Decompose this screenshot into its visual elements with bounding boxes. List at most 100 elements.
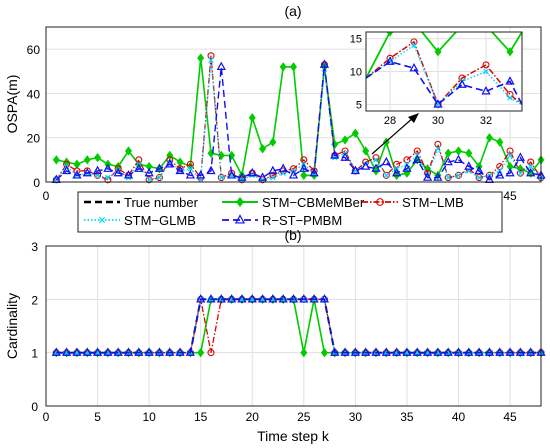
panel-b-data-point <box>165 347 175 356</box>
panel-a-data-point <box>268 165 278 175</box>
panel-b-data-point <box>515 347 525 356</box>
panel-a-series-line <box>55 60 542 182</box>
panel-a-data-point <box>247 167 257 177</box>
panel-b-data-point <box>464 347 474 356</box>
panel-b-xtick-label: 20 <box>246 410 260 424</box>
inset-data-point <box>385 56 395 65</box>
panel-b-data-point <box>227 294 237 303</box>
panel-b-data-point <box>257 294 268 303</box>
panel-a-data-point <box>527 163 534 170</box>
panel-a-data-point <box>300 170 308 181</box>
panel-b-data-point <box>453 347 464 356</box>
panel-a-data-point <box>362 146 370 156</box>
legend-box <box>77 191 503 233</box>
panel-b-xtick-label: 10 <box>142 410 156 424</box>
panel-b-data-point <box>505 347 515 356</box>
inset-series <box>366 32 522 79</box>
panel-b-series <box>51 294 546 356</box>
panel-a-data-point <box>403 156 411 164</box>
panel-a-data-point <box>72 170 82 179</box>
legend-label: STM−CBMeMBer <box>262 195 365 210</box>
panel-a-data-point <box>237 172 247 181</box>
panel-a-data-point <box>340 152 350 161</box>
panel-a-data-point <box>197 53 205 63</box>
panel-a-data-point <box>454 171 463 179</box>
panel-a-ytick-label: 0 <box>33 176 40 190</box>
panel-a-data-point <box>413 147 421 155</box>
panel-a-data-point <box>361 161 371 170</box>
panel-a-data-point <box>443 156 453 166</box>
panel-a-data-point <box>125 146 132 156</box>
inset-data-point <box>507 95 513 101</box>
panel-a-data-point <box>83 155 91 165</box>
panel-a-data-point <box>319 59 330 68</box>
panel-a-frame <box>45 26 542 183</box>
legend-marker <box>376 198 384 206</box>
inset-data-point <box>481 85 491 95</box>
legend-marker <box>234 214 246 224</box>
panel-b-data-point <box>392 347 402 356</box>
panel-a-data-point <box>279 62 287 72</box>
panel-b-data-point <box>484 347 495 356</box>
panel-b-data-point <box>62 347 72 356</box>
panel-a-data-point <box>453 154 464 164</box>
panel-a-data-point <box>465 148 473 158</box>
inset-data-point <box>409 62 419 72</box>
inset-data-point <box>411 42 417 48</box>
panel-a-data-point <box>186 160 194 168</box>
panel-a-data-point <box>515 152 525 161</box>
panel-a-data-point <box>383 172 390 179</box>
panel-b-data-point <box>526 347 536 356</box>
panel-b-xtick-label: 15 <box>194 410 208 424</box>
panel-b-title: (b) <box>284 227 301 243</box>
panel-a-data-point <box>422 172 433 181</box>
legend-entry: R−ST−PMBM <box>222 213 342 228</box>
panel-a-data-point <box>218 174 225 181</box>
panel-a-data-point <box>464 161 474 170</box>
panel-b-data-point <box>278 294 288 303</box>
panel-a-data-point <box>113 167 123 177</box>
inset-data-point <box>505 76 515 85</box>
panel-a-title: (a) <box>284 3 301 19</box>
panel-b-data-point <box>495 347 505 356</box>
panel-a-data-point <box>62 165 72 175</box>
panel-a-data-point <box>300 156 308 164</box>
panel-b-data-point <box>185 347 195 356</box>
panel-b-ylabel: Cardinality <box>4 293 20 359</box>
panel-b-data-point <box>300 347 308 358</box>
panel-a-data-point <box>393 160 401 168</box>
panel-a-data-point <box>496 162 504 171</box>
inset-series-line <box>366 44 522 106</box>
panel-a-data-point <box>206 165 216 175</box>
inset-data-point <box>386 32 394 37</box>
panel-a-data-point <box>392 167 402 177</box>
panel-b-data-point <box>330 347 340 356</box>
panel-a-data-point <box>216 61 226 71</box>
panel-a-data-point <box>341 135 349 145</box>
panel-b-data-point <box>92 347 103 356</box>
panel-a-data-point <box>103 163 113 172</box>
panel-b-data-point <box>433 347 443 356</box>
inset-ytick-label: 5 <box>356 99 362 111</box>
panel-b-xtick-label: 0 <box>43 410 50 424</box>
panel-a-data-point <box>351 128 359 138</box>
panel-b-xtick-label: 45 <box>503 410 517 424</box>
panel-b-ytick-label: 2 <box>31 293 38 307</box>
panel-a-data-point <box>485 133 493 143</box>
panel-a-ylabel: OSPA(m) <box>4 75 20 134</box>
panel-a-data-point <box>145 176 153 184</box>
legend-marker <box>98 216 106 224</box>
panel-b-frame <box>45 245 542 407</box>
inset-data-point <box>506 47 514 57</box>
panel-a-data-point <box>156 174 163 181</box>
panel-b-data-point <box>247 294 257 303</box>
panel-a-data-point <box>516 169 524 177</box>
panel-b-data-point <box>340 347 350 356</box>
panel-b-data-point <box>412 347 422 356</box>
panel-b-data-point <box>288 294 299 303</box>
panel-b-data-point <box>197 347 205 358</box>
panel-b-data-point <box>350 347 360 356</box>
panel-a-data-point <box>371 163 381 172</box>
panel-a-data-point <box>476 174 482 181</box>
